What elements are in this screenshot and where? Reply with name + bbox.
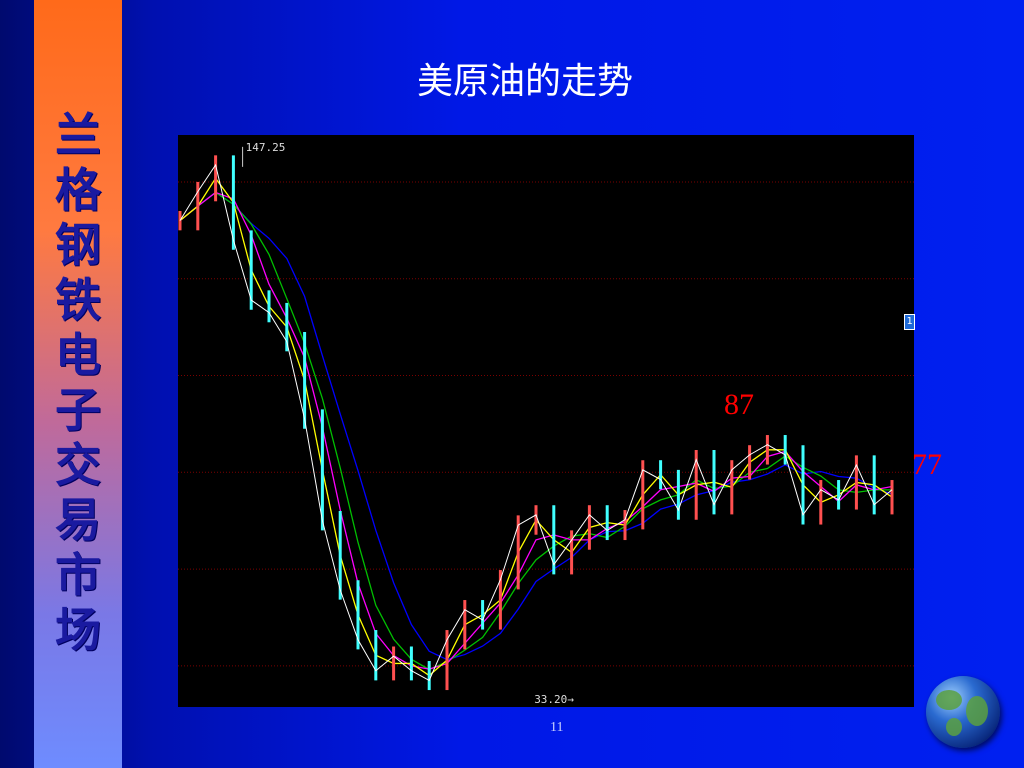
side-char: 铁 [55, 273, 101, 327]
slide-title: 美原油的走势 [416, 61, 633, 102]
side-stripe [34, 0, 122, 768]
high-label: 147.25 [246, 141, 286, 154]
moving-average-line [179, 191, 892, 671]
side-char: 市 [55, 548, 101, 602]
low-label: 33.20→ [534, 693, 574, 706]
moving-average-line [179, 191, 893, 670]
oil-price-chart: 147.25 33.20→ [178, 135, 914, 707]
side-char: 电 [55, 328, 101, 382]
page-number: 11 [550, 720, 564, 735]
chart-svg: 147.25 33.20→ [178, 141, 914, 706]
side-char: 格 [55, 163, 101, 217]
price-line [179, 163, 893, 682]
side-char: 场 [55, 603, 101, 657]
current-annotation: 77 [912, 448, 942, 481]
side-vertical-title: 兰格钢铁电子交易市场 [34, 108, 122, 658]
peak-annotation: 87 [724, 388, 754, 421]
globe-icon [926, 676, 1000, 748]
chart-marker: 1 [904, 314, 915, 330]
side-char: 兰 [55, 108, 101, 162]
moving-average-line [179, 177, 893, 677]
side-char: 钢 [55, 218, 101, 272]
side-char: 交 [55, 438, 101, 492]
side-char: 易 [55, 493, 101, 547]
moving-average-line [179, 191, 893, 661]
side-char: 子 [55, 383, 101, 437]
